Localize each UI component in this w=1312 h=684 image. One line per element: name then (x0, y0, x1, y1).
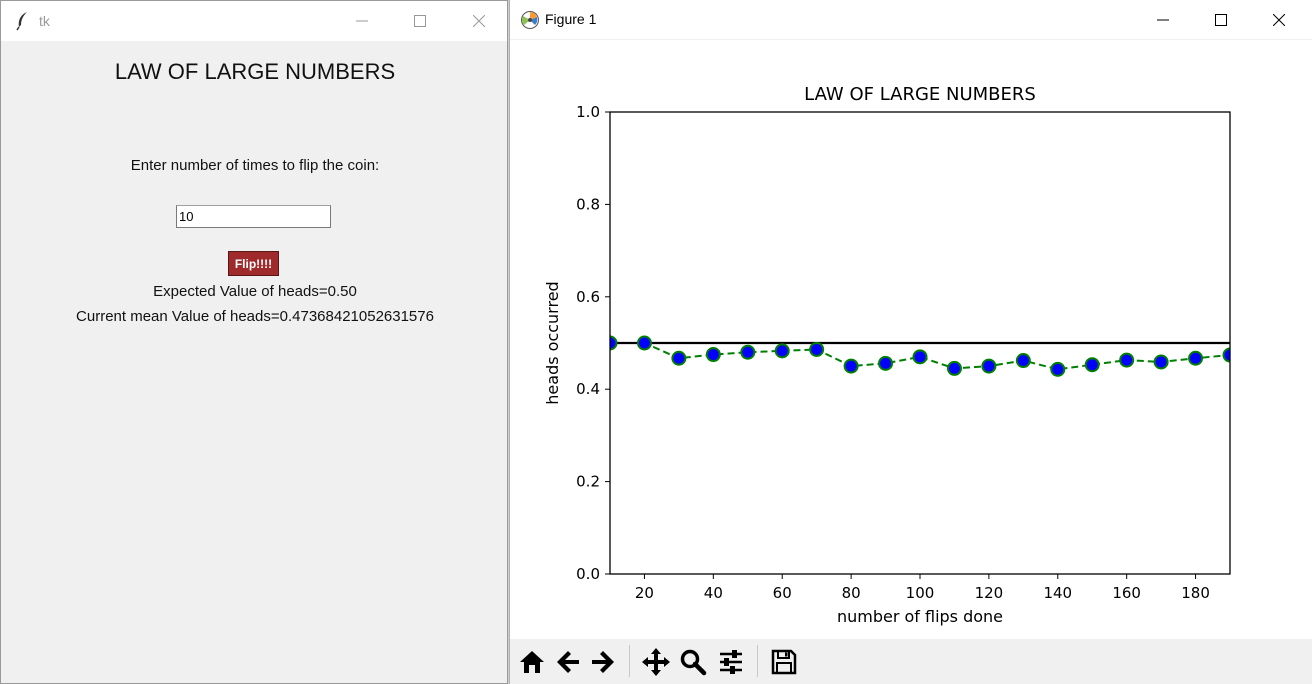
expected-value-text: Expected Value of heads=0.50 (153, 283, 357, 300)
figure-toolbar (510, 639, 1312, 684)
back-arrow-icon (557, 651, 579, 673)
forward-arrow-icon (592, 651, 614, 673)
data-point (1015, 353, 1031, 369)
data-point (1119, 352, 1135, 368)
pan-button[interactable] (639, 644, 673, 680)
data-point (636, 335, 652, 351)
data-point (878, 355, 894, 371)
zoom-icon (680, 649, 707, 676)
x-tick-label: 60 (773, 584, 792, 602)
tk-titlebar: tk (1, 1, 507, 41)
x-tick-label: 40 (704, 584, 723, 602)
y-tick-label: 0.4 (576, 380, 600, 398)
toolbar-separator (629, 645, 630, 677)
zoom-button[interactable] (676, 644, 710, 680)
clip-mask-left (510, 112, 610, 574)
pan-icon (642, 648, 670, 676)
subplots-config-button[interactable] (714, 644, 748, 680)
clip-mask-right (1230, 112, 1312, 574)
data-point (705, 347, 721, 363)
plot-axes: 20 40 60 80 100 120 140 160 180 0.0 0.2 0.4 0.6 0.8 1.… (510, 103, 1312, 602)
close-icon (473, 15, 485, 27)
data-point (809, 341, 825, 357)
figure-title: Figure 1 (545, 11, 597, 27)
data-point (1153, 354, 1169, 370)
minimize-icon (1157, 19, 1169, 21)
minimize-icon (356, 20, 368, 22)
maximize-icon (1215, 14, 1227, 26)
y-tick-label: 1.0 (576, 103, 600, 121)
home-button[interactable] (515, 644, 549, 680)
figure-minimize-button[interactable] (1140, 0, 1186, 40)
data-point (671, 350, 687, 366)
current-mean-text: Current mean Value of heads=0.4736842105… (76, 308, 434, 325)
figure-window: Figure 1 LAW OF LARGE NUMBERS 20 40 60 80 10… (509, 0, 1312, 684)
figure-maximize-button[interactable] (1198, 0, 1244, 40)
flip-button[interactable]: Flip!!!! (228, 251, 279, 276)
home-icon (520, 651, 544, 673)
x-tick-label: 100 (906, 584, 935, 602)
data-point (912, 349, 928, 365)
y-tick-label: 0.8 (576, 195, 600, 213)
y-tick-label: 0.0 (576, 565, 600, 583)
maximize-button[interactable] (397, 1, 443, 41)
data-point (774, 343, 790, 359)
x-tick-label: 120 (975, 584, 1004, 602)
feather-icon (16, 12, 27, 31)
data-point (843, 358, 859, 374)
figure-close-button[interactable] (1256, 0, 1302, 40)
maximize-icon (414, 15, 426, 27)
x-tick-label: 80 (842, 584, 861, 602)
save-icon (771, 649, 797, 675)
forward-button[interactable] (586, 644, 620, 680)
save-button[interactable] (767, 644, 801, 680)
toolbar-separator (757, 645, 758, 677)
data-point (740, 344, 756, 360)
data-point (1084, 357, 1100, 373)
close-icon (1273, 14, 1285, 26)
plot-canvas[interactable]: LAW OF LARGE NUMBERS 20 40 60 80 100 120 140 16… (510, 40, 1312, 639)
close-button[interactable] (456, 1, 502, 41)
x-axis-label: number of flips done (837, 607, 1003, 626)
y-axis-label: heads occurred (543, 281, 562, 404)
x-tick-label: 20 (635, 584, 654, 602)
y-tick-label: 0.2 (576, 473, 600, 491)
y-tick-label: 0.6 (576, 288, 600, 306)
window-title: tk (39, 13, 50, 29)
tk-window: tk LAW OF LARGE NUMBERS Enter number of … (0, 0, 508, 684)
matplotlib-icon (521, 11, 539, 29)
data-point (981, 358, 997, 374)
flip-count-input[interactable] (176, 205, 331, 228)
page-title: LAW OF LARGE NUMBERS (114, 59, 396, 84)
minimize-button[interactable] (339, 1, 385, 41)
subplots-config-icon (720, 650, 742, 674)
data-point (1050, 361, 1066, 377)
back-button[interactable] (551, 644, 585, 680)
flip-count-label: Enter number of times to flip the coin: (130, 157, 380, 174)
data-point (1188, 350, 1204, 366)
data-point (946, 360, 962, 376)
chart-title: LAW OF LARGE NUMBERS (804, 84, 1036, 105)
x-tick-label: 140 (1043, 584, 1072, 602)
figure-titlebar: Figure 1 (510, 0, 1312, 40)
x-tick-label: 180 (1181, 584, 1210, 602)
x-tick-label: 160 (1112, 584, 1141, 602)
